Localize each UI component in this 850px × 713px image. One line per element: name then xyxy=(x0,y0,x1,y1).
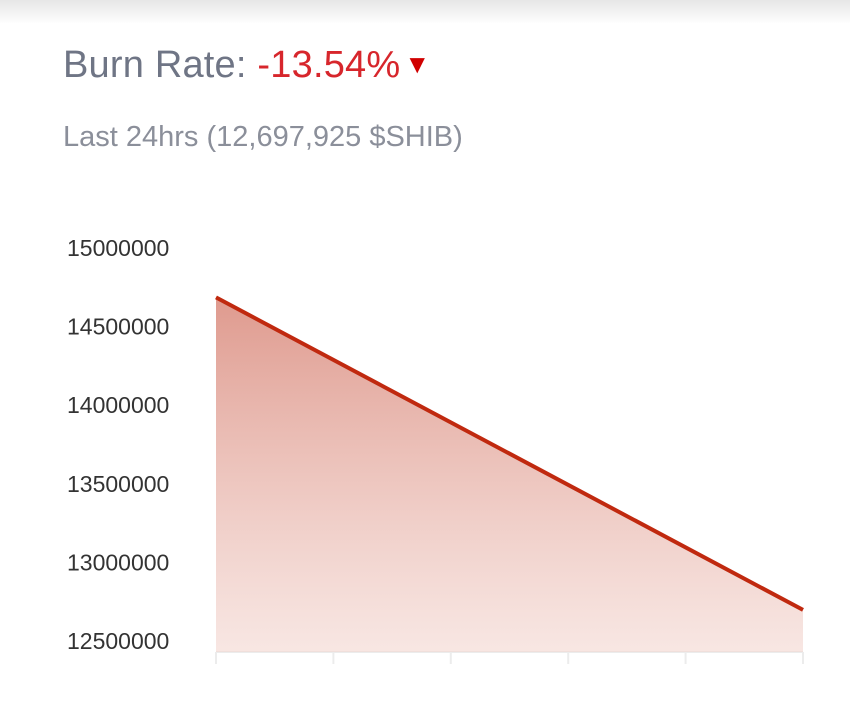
area-fill xyxy=(216,297,803,652)
title-label: Burn Rate: xyxy=(63,44,247,86)
y-tick-label: 13000000 xyxy=(67,549,169,575)
subtitle: Last 24hrs (12,697,925 $SHIB) xyxy=(63,121,463,153)
burn-rate-value: -13.54% xyxy=(257,44,401,86)
top-bar xyxy=(0,0,850,24)
y-tick-label: 14000000 xyxy=(67,392,169,418)
y-tick-label: 13500000 xyxy=(67,471,169,497)
y-tick-label: 15000000 xyxy=(67,235,169,261)
series-line xyxy=(215,295,804,612)
y-tick-label: 12500000 xyxy=(67,628,169,654)
y-tick-label: 14500000 xyxy=(67,314,169,340)
burn-rate-title: Burn Rate: -13.54% ▼ xyxy=(63,44,430,87)
triangle-down-icon: ▼ xyxy=(404,49,431,79)
